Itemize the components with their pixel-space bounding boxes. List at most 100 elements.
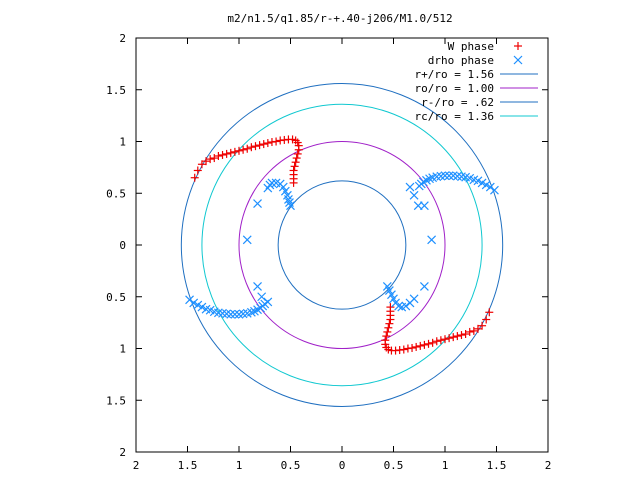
- point-0-1-31: [384, 323, 393, 332]
- x-tick-label-8: 2: [545, 459, 552, 472]
- point-0-1-20: [403, 344, 412, 353]
- point-0-1-17: [416, 341, 425, 350]
- point-0-1-0: [485, 308, 494, 317]
- legend-label-2: r+/ro = 1.56: [415, 68, 494, 81]
- point-0-0-7: [218, 150, 227, 159]
- chart-title: m2/n1.5/q1.85/r-+.40-j206/M1.0/512: [227, 12, 452, 25]
- point-0-0-8: [222, 149, 231, 158]
- point-1-4-4: [427, 235, 437, 245]
- point-0-0-36: [289, 178, 298, 187]
- reference-circles: [180, 83, 504, 407]
- point-0-0-6: [214, 151, 223, 160]
- point-1-2-7: [285, 198, 294, 207]
- y-tick-label-1: 1.5: [106, 394, 126, 407]
- point-0-1-9: [449, 333, 458, 342]
- point-0-0-18: [263, 139, 272, 148]
- point-1-0-15: [246, 307, 256, 317]
- series-layer: [185, 135, 499, 355]
- point-1-4-0: [405, 182, 415, 192]
- point-0-1-8: [453, 332, 462, 341]
- point-1-1-20: [414, 181, 424, 191]
- point-0-0-10: [230, 147, 239, 156]
- point-0-1-13: [432, 337, 441, 346]
- point-1-1-0: [490, 185, 499, 195]
- point-0-0-3: [202, 157, 211, 166]
- legend-label-4: r-/ro = .62: [421, 96, 494, 109]
- point-0-1-36: [386, 303, 395, 312]
- point-1-3-7: [401, 301, 411, 311]
- point-0-1-14: [428, 338, 437, 347]
- point-0-1-15: [424, 339, 433, 348]
- point-0-0-12: [239, 145, 248, 154]
- series-1: [185, 171, 499, 319]
- point-0-0-13: [243, 144, 252, 153]
- x-tick-label-5: 0.5: [384, 459, 404, 472]
- point-1-5-4: [257, 292, 267, 302]
- point-1-0-3: [197, 302, 207, 312]
- point-1-4-3: [419, 201, 429, 211]
- point-1-0-10: [226, 309, 236, 319]
- point-0-0-11: [235, 146, 243, 155]
- point-1-0-0: [185, 295, 194, 305]
- x-tick-label-3: 0.5: [281, 459, 301, 472]
- point-1-4-1: [409, 190, 419, 200]
- point-1-1-3: [477, 178, 487, 188]
- point-1-4-7: [405, 298, 415, 308]
- point-1-5-2: [242, 235, 252, 245]
- point-0-1-6: [461, 330, 470, 339]
- point-1-0-11: [230, 309, 240, 319]
- point-0-1-12: [436, 336, 445, 345]
- point-0-0-0: [190, 173, 199, 182]
- point-1-5-1: [253, 199, 262, 209]
- point-0-1-18: [412, 342, 421, 351]
- point-0-0-14: [247, 143, 256, 152]
- point-0-1-3: [473, 324, 482, 333]
- point-0-0-20: [272, 137, 281, 146]
- legend-symbol-0: [514, 42, 522, 50]
- point-1-4-5: [419, 281, 429, 291]
- point-0-1-28: [381, 336, 390, 345]
- point-1-5-6: [265, 180, 275, 190]
- point-0-0-30: [292, 154, 301, 163]
- circle-3: [201, 103, 483, 387]
- point-1-1-11: [444, 171, 454, 181]
- point-1-1-10: [448, 171, 458, 181]
- x-tick-label-1: 1.5: [178, 459, 198, 472]
- point-0-1-4: [469, 326, 478, 335]
- circle-2: [277, 180, 407, 310]
- point-1-1-1: [485, 182, 495, 192]
- point-0-1-5: [465, 327, 474, 336]
- point-1-0-2: [193, 300, 203, 310]
- circle-1: [238, 141, 446, 349]
- x-tick-label-6: 1: [442, 459, 449, 472]
- legend-label-5: rc/ro = 1.36: [415, 110, 494, 123]
- point-1-3-2: [387, 290, 396, 300]
- x-tick-label-2: 1: [236, 459, 243, 472]
- legend-label-0: W phase: [448, 40, 494, 53]
- x-tick-label-0: 2: [133, 459, 140, 472]
- point-0-1-1: [482, 315, 491, 324]
- y-tick-label-5: 0.5: [106, 187, 126, 200]
- y-tick-label-8: 2: [119, 32, 126, 45]
- point-0-0-16: [255, 141, 264, 150]
- point-1-5-5: [263, 297, 273, 307]
- series-0: [190, 135, 494, 355]
- y-axis-ticks: 2 1.5 1 0.5 0 0.5 1 1.5 2: [106, 32, 548, 459]
- x-tick-label-4: 0: [339, 459, 346, 472]
- point-0-1-30: [383, 327, 392, 336]
- point-0-0-4: [206, 155, 215, 164]
- legend-label-1: drho phase: [428, 54, 494, 67]
- point-0-0-2: [197, 160, 206, 169]
- point-0-1-10: [445, 334, 454, 343]
- point-0-0-17: [259, 140, 268, 149]
- point-1-2-8: [286, 201, 295, 211]
- point-0-1-2: [478, 321, 487, 330]
- point-1-1-2: [481, 180, 491, 190]
- legend-label-3: ro/ro = 1.00: [415, 82, 494, 95]
- point-1-1-15: [428, 173, 438, 183]
- y-tick-label-6: 1: [119, 136, 126, 149]
- y-tick-label-2: 1: [119, 343, 126, 356]
- circle-0: [180, 83, 504, 407]
